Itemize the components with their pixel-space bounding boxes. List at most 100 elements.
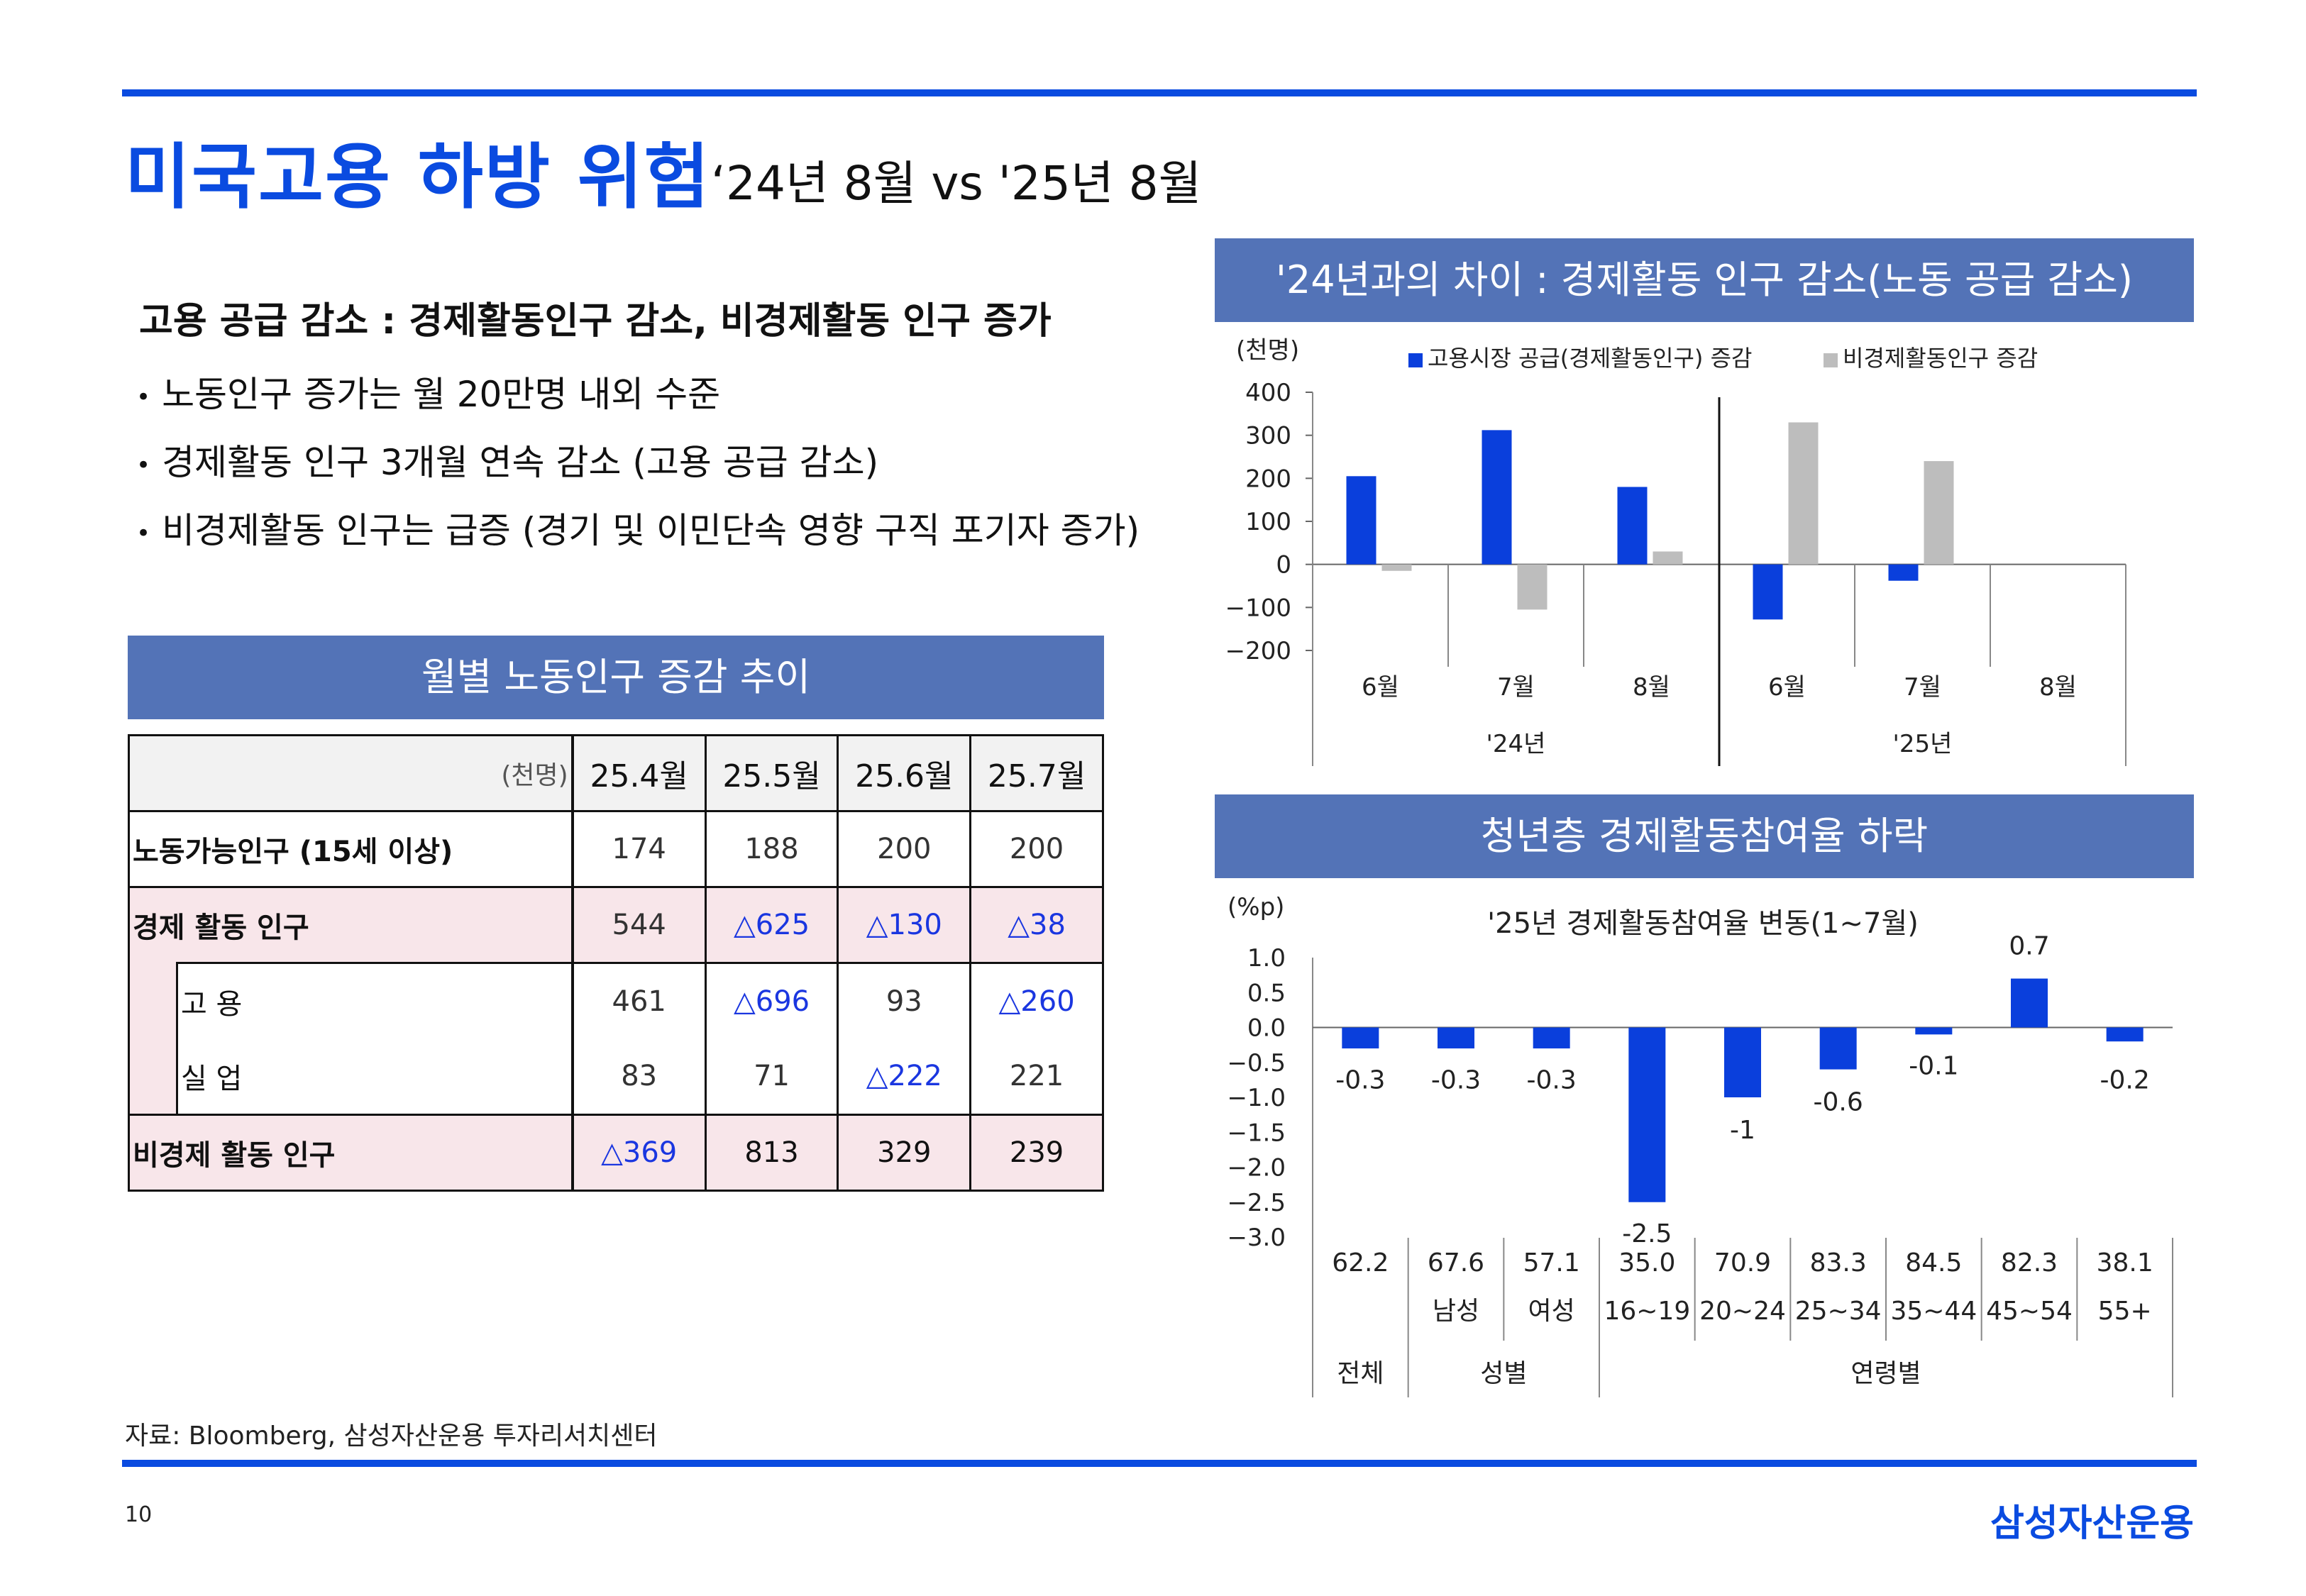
x-category-label: 7월 (1497, 673, 1535, 702)
bar-supply (1888, 564, 1919, 581)
row-label: 고 용 (175, 962, 574, 1039)
y-tick-label: −0.5 (1227, 1049, 1286, 1077)
y-tick-label: −1.5 (1227, 1119, 1286, 1147)
table-row: 경제 활동 인구 544 △625 △130 △38 (127, 886, 1104, 964)
bullet-text: 노동인구 증가는 월 20만명 내외 수준 (162, 374, 721, 415)
base-rate-label: 83.3 (1810, 1248, 1867, 1278)
table-cell: △625 (704, 886, 839, 964)
data-label: -0.1 (1909, 1052, 1958, 1081)
legend-label-supply: 고용시장 공급(경제활동인구) 증감 (1428, 345, 1752, 372)
group-label: '24년 (1486, 730, 1546, 758)
table-cell: 813 (704, 1114, 839, 1192)
table-cell: 329 (837, 1114, 972, 1192)
bar-nonparticipation (1924, 461, 1954, 565)
group-label: 전체 (1337, 1359, 1384, 1388)
row-label: 비경제 활동 인구 (127, 1114, 574, 1192)
y-tick-label: 200 (1245, 465, 1291, 493)
table-cell: 239 (969, 1114, 1104, 1192)
x-category-label: 25~34 (1795, 1297, 1882, 1326)
source-note: 자료: Bloomberg, 삼성자산운용 투자리서치센터 (125, 1422, 658, 1451)
x-category-label: 20~24 (1699, 1297, 1786, 1326)
chart2-title: '25년 경제활동참여율 변동(1~7월) (1487, 907, 1919, 940)
data-label: -0.3 (1527, 1066, 1577, 1095)
summary-headline: 고용 공급 감소 : 경제활동인구 감소, 비경제활동 인구 증가 (139, 300, 1052, 343)
bullet-item: 노동인구 증가는 월 20만명 내외 수준 (136, 366, 720, 417)
y-tick-label: 0.5 (1247, 979, 1286, 1007)
indent-cell (128, 963, 178, 1115)
base-rate-label: 70.9 (1714, 1248, 1771, 1278)
table-cell: 188 (704, 810, 839, 888)
labor-table: (천명) 25.4월 25.5월 25.6월 25.7월 노동가능인구 (15세… (127, 734, 1104, 1192)
x-category-label: 남성 (1433, 1297, 1479, 1326)
group-label: 성별 (1480, 1359, 1527, 1388)
table-row: 노동가능인구 (15세 이상) 174 188 200 200 (127, 810, 1104, 888)
y-tick-label: −200 (1225, 637, 1291, 665)
chart1-unit: (천명) (1236, 336, 1299, 365)
data-label: -0.3 (1431, 1066, 1481, 1095)
table-row: 실 업 83 71 △222 221 (129, 1038, 1104, 1116)
x-category-label: 16~19 (1604, 1297, 1690, 1326)
table-cell: 200 (837, 810, 972, 888)
y-tick-label: 100 (1245, 508, 1291, 536)
y-tick-label: 400 (1245, 379, 1291, 407)
table-cell: △38 (969, 886, 1104, 964)
column-header: 25.7월 (969, 734, 1104, 812)
brand-logo: 삼성자산운용 (1990, 1502, 2194, 1545)
base-rate-label: 84.5 (1905, 1248, 1962, 1278)
column-header: 25.5월 (704, 734, 839, 812)
page-title: 미국고용 하방 위험 (125, 135, 711, 218)
y-tick-label: −2.0 (1227, 1154, 1286, 1182)
table-header-row: (천명) 25.4월 25.5월 25.6월 25.7월 (127, 734, 1104, 812)
bullet-item: 비경제활동 인구는 급증 (경기 및 이민단속 영향 구직 포기자 증가) (136, 502, 1140, 553)
data-label: -2.5 (1622, 1219, 1672, 1248)
x-category-label: 55+ (2098, 1297, 2152, 1326)
base-rate-label: 82.3 (2001, 1248, 2058, 1278)
table-row: 비경제 활동 인구 △369 813 329 239 (127, 1114, 1104, 1192)
bar-participation-change (1724, 1027, 1761, 1097)
bar-nonparticipation (1381, 564, 1412, 571)
table-cell: △222 (837, 1038, 972, 1116)
page-subtitle: ‘24년 8월 vs '25년 8월 (711, 156, 1202, 211)
base-rate-label: 62.2 (1332, 1248, 1389, 1278)
row-label: 경제 활동 인구 (127, 886, 574, 963)
participation-rate-chart: (%p) '25년 경제활동참여율 변동(1~7월) 1.0 0.5 0.0 −0.5 −1… (1227, 893, 2173, 1397)
data-label: -0.6 (1814, 1088, 1863, 1117)
table-cell: 461 (571, 962, 707, 1039)
data-label: -1 (1730, 1116, 1755, 1145)
y-tick-label: 300 (1245, 422, 1291, 450)
table-cell: 200 (969, 810, 1104, 888)
bar-participation-change (1533, 1027, 1570, 1049)
x-category-label: 45~54 (1986, 1297, 2073, 1326)
data-label: -0.2 (2100, 1066, 2150, 1095)
legend-label-nonparticipation: 비경제활동인구 증감 (1843, 345, 2038, 372)
bar-nonparticipation (1788, 422, 1819, 565)
y-tick-label: −3.0 (1227, 1224, 1286, 1252)
group-label: 연령별 (1850, 1359, 1921, 1388)
top-rule (122, 89, 2197, 96)
table-cell: 174 (571, 810, 707, 888)
data-label: -0.3 (1335, 1066, 1385, 1095)
data-label: 0.7 (2009, 932, 2049, 961)
x-category-label: 7월 (1904, 673, 1941, 702)
bar-participation-change (1915, 1027, 1953, 1035)
bar-supply (1482, 430, 1512, 565)
bar-supply (1617, 487, 1648, 565)
bar-participation-change (1628, 1027, 1666, 1202)
x-category-label: 8월 (2039, 673, 2077, 702)
bar-participation-change (2106, 1027, 2144, 1042)
table-cell: △260 (969, 962, 1104, 1039)
bar-participation-change (1819, 1027, 1857, 1070)
bullet-text: 비경제활동 인구는 급증 (경기 및 이민단속 영향 구직 포기자 증가) (162, 510, 1140, 551)
bar-nonparticipation (1517, 564, 1548, 610)
chart2-unit: (%p) (1228, 893, 1284, 921)
table-cell: 83 (571, 1038, 707, 1116)
bar-participation-change (1342, 1027, 1379, 1049)
table-cell: 93 (837, 962, 972, 1039)
table-cell: △369 (571, 1114, 707, 1192)
base-rate-label: 67.6 (1428, 1248, 1484, 1278)
bar-supply (1753, 564, 1783, 620)
y-tick-label: 0.0 (1247, 1014, 1286, 1043)
base-rate-label: 57.1 (1523, 1248, 1580, 1278)
column-header: 25.6월 (837, 734, 972, 812)
bar-participation-change (2011, 978, 2048, 1028)
